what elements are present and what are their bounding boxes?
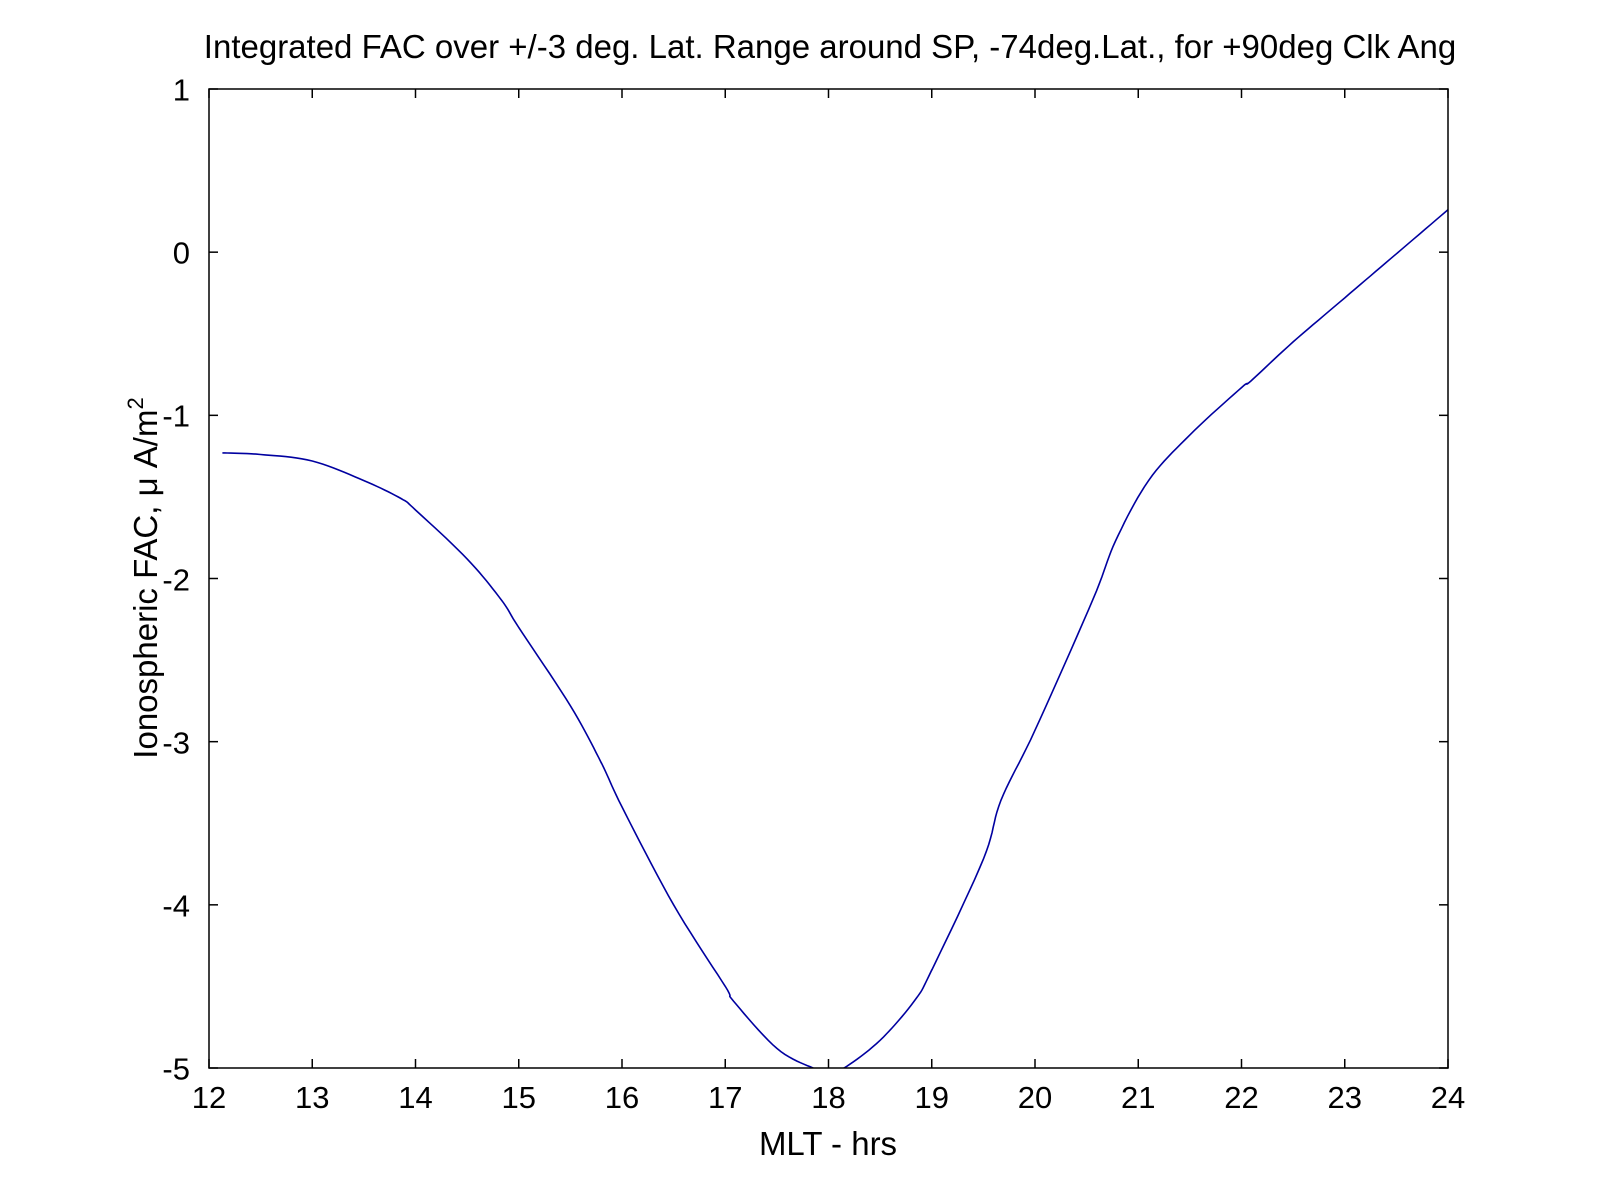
plot-frame	[208, 88, 1449, 1069]
x-tick-label: 22	[1224, 1080, 1259, 1115]
x-tick-label: 17	[708, 1080, 743, 1115]
x-tick-label: 21	[1121, 1080, 1156, 1115]
x-tick-label: 16	[604, 1080, 640, 1115]
x-axis-label: MLT - hrs	[758, 1125, 898, 1162]
x-tick-label: 19	[914, 1080, 949, 1115]
x-tick-label: 20	[1017, 1080, 1053, 1115]
x-tick-label: 13	[295, 1080, 330, 1115]
x-tick-label: 18	[811, 1080, 846, 1115]
y-tick-label: 1	[172, 72, 190, 108]
y-axis-label: Ionospheric FAC, μ A/m2	[123, 397, 165, 758]
chart-title: Integrated FAC over +/-3 deg. Lat. Range…	[203, 28, 1457, 65]
y-tick-label: -2	[162, 562, 190, 597]
x-tick-label: 24	[1430, 1080, 1466, 1115]
y-tick-label: 0	[172, 235, 190, 271]
x-tick-label: 12	[191, 1080, 227, 1115]
x-tick-label: 23	[1327, 1080, 1362, 1115]
y-tick-label: -4	[162, 888, 190, 924]
y-tick-label: -1	[162, 398, 190, 434]
y-tick-label: -5	[162, 1051, 190, 1087]
y-axis-label-superscript: 2	[123, 397, 148, 410]
axis-ticks	[208, 88, 1449, 1069]
y-axis-label-text: Ionospheric FAC, μ A/m	[127, 409, 164, 759]
x-tick-label: 14	[398, 1080, 433, 1115]
fac-curve	[222, 208, 1448, 1068]
x-tick-label: 15	[501, 1080, 536, 1115]
y-tick-label: -3	[162, 725, 190, 761]
